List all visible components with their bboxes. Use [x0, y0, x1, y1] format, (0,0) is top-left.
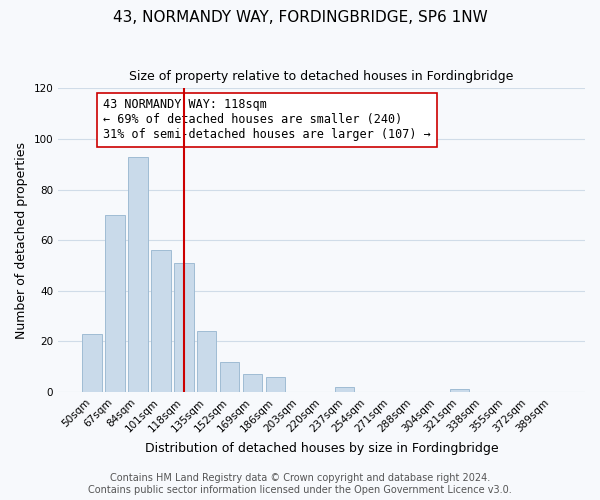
Bar	[174, 263, 194, 392]
Bar	[82, 334, 101, 392]
Bar	[128, 156, 148, 392]
Text: Contains HM Land Registry data © Crown copyright and database right 2024.
Contai: Contains HM Land Registry data © Crown c…	[88, 474, 512, 495]
Y-axis label: Number of detached properties: Number of detached properties	[15, 142, 28, 338]
Bar	[335, 387, 355, 392]
X-axis label: Distribution of detached houses by size in Fordingbridge: Distribution of detached houses by size …	[145, 442, 499, 455]
Text: 43, NORMANDY WAY, FORDINGBRIDGE, SP6 1NW: 43, NORMANDY WAY, FORDINGBRIDGE, SP6 1NW	[113, 10, 487, 25]
Bar	[105, 215, 125, 392]
Bar	[266, 377, 286, 392]
Bar	[220, 362, 239, 392]
Bar	[151, 250, 170, 392]
Title: Size of property relative to detached houses in Fordingbridge: Size of property relative to detached ho…	[130, 70, 514, 83]
Bar	[243, 374, 262, 392]
Bar	[197, 331, 217, 392]
Bar	[449, 390, 469, 392]
Text: 43 NORMANDY WAY: 118sqm
← 69% of detached houses are smaller (240)
31% of semi-d: 43 NORMANDY WAY: 118sqm ← 69% of detache…	[103, 98, 431, 142]
